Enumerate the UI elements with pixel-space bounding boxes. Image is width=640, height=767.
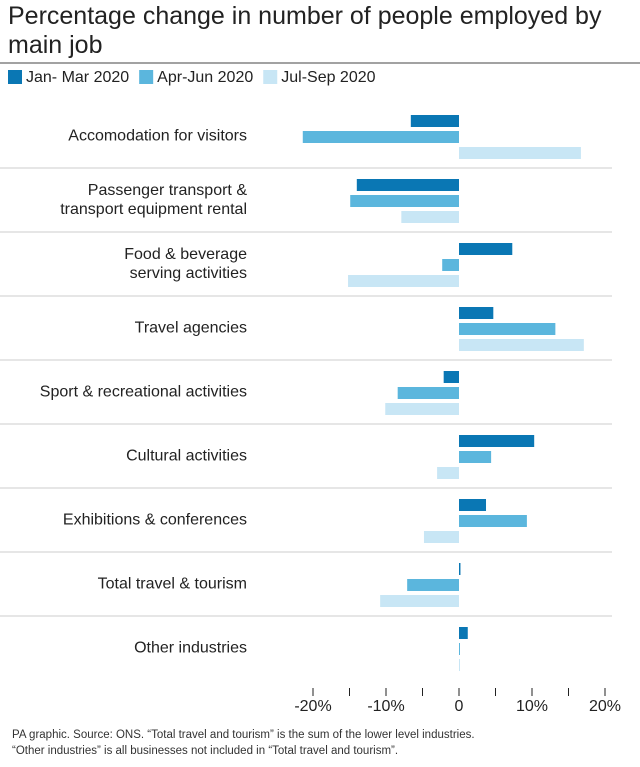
category-label: Passenger transport & transport equipmen…: [60, 182, 247, 218]
bar: [397, 387, 459, 399]
bar: [459, 643, 460, 655]
legend-label: Apr-Jun 2020: [157, 69, 253, 86]
bar: [459, 659, 460, 671]
x-tick-label: -10%: [367, 698, 404, 715]
bar: [302, 131, 459, 143]
bar: [385, 403, 459, 415]
bar: [459, 515, 527, 527]
bar: [350, 195, 459, 207]
bar: [459, 451, 492, 463]
category-label: Accomodation for visitors: [68, 127, 247, 145]
bar: [380, 595, 459, 607]
bar: [459, 435, 535, 447]
bar: [401, 211, 459, 223]
bar: [459, 499, 487, 511]
chart-title: Percentage change in number of people em…: [8, 2, 602, 59]
x-tick-label: -20%: [294, 698, 331, 715]
category-label: Other industries: [134, 639, 247, 657]
bar: [407, 579, 459, 591]
bar: [348, 275, 459, 287]
bar: [459, 323, 556, 335]
category-label: Sport & recreational activities: [39, 383, 247, 401]
bar: [459, 339, 584, 351]
bar: [459, 563, 461, 575]
footnote: “Other industries” is all businesses not…: [12, 745, 399, 757]
bar: [356, 179, 459, 191]
category-label: Exhibitions & conferences: [62, 511, 247, 529]
bar: [443, 371, 459, 383]
bar: [442, 259, 459, 271]
bar: [410, 115, 459, 127]
category-label: Food & beverage serving activities: [124, 246, 247, 282]
bar: [423, 531, 459, 543]
bar: [459, 307, 494, 319]
legend-swatch: [263, 70, 278, 84]
bar: [459, 147, 581, 159]
bar: [459, 243, 513, 255]
legend-swatch: [139, 70, 154, 84]
category-label: Cultural activities: [126, 447, 247, 465]
footnote: PA graphic. Source: ONS. “Total travel a…: [12, 729, 475, 741]
legend-label: Jul-Sep 2020: [281, 69, 375, 86]
x-tick-label: 20%: [589, 698, 621, 715]
x-tick-label: 0: [455, 698, 464, 715]
bar: [437, 467, 459, 479]
x-tick-label: 10%: [516, 698, 548, 715]
bar: [459, 627, 468, 639]
category-label: Total travel & tourism: [97, 575, 247, 593]
category-label: Travel agencies: [134, 319, 247, 337]
legend-swatch: [8, 70, 22, 84]
legend-label: Jan- Mar 2020: [26, 69, 129, 86]
